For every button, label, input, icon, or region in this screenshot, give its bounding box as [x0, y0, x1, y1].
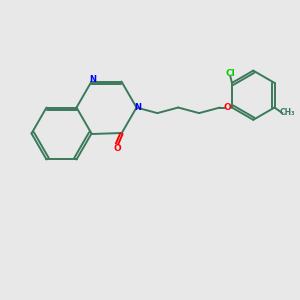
- Text: N: N: [89, 75, 97, 84]
- Text: Cl: Cl: [226, 69, 235, 78]
- Text: O: O: [113, 144, 121, 153]
- Text: O: O: [224, 103, 231, 112]
- Text: N: N: [134, 103, 142, 112]
- Text: CH₃: CH₃: [280, 108, 295, 117]
